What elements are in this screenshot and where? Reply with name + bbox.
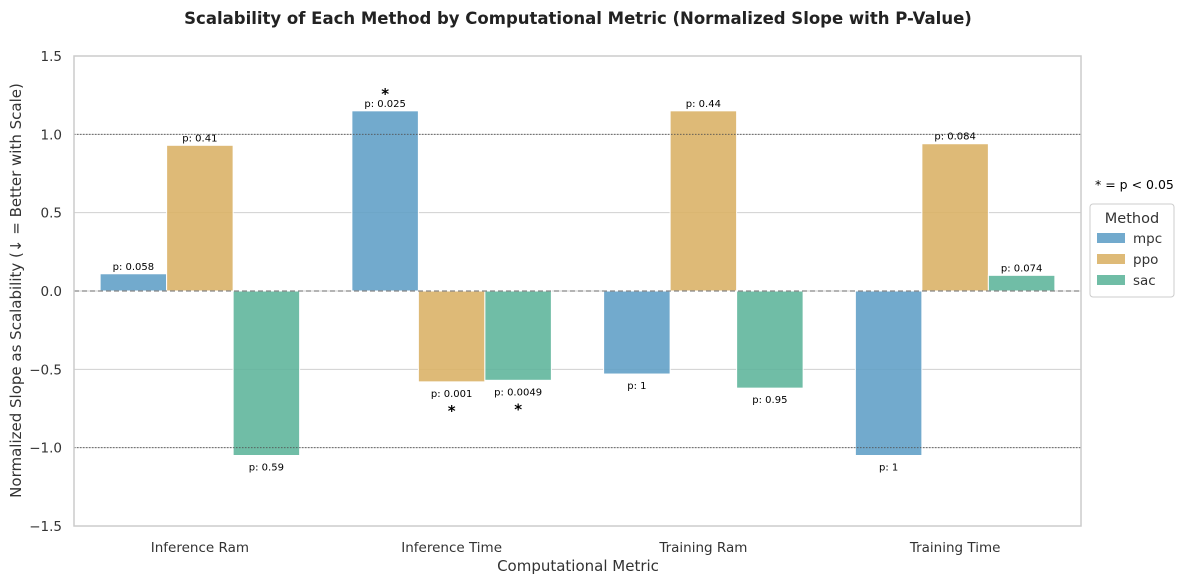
p-value-label: p: 0.074: [1001, 263, 1043, 274]
y-tick-label: −0.5: [29, 362, 62, 378]
bar-ppo: [417, 290, 486, 383]
legend-title: Method: [1105, 211, 1159, 227]
legend-frame: [1089, 203, 1175, 298]
bar-sac: [987, 274, 1056, 292]
legend-swatch-ppo: [1097, 254, 1125, 264]
y-tick-label: −1.5: [29, 519, 62, 535]
p-value-label: p: 0.025: [364, 99, 406, 110]
p-value-label: p: 0.001: [431, 389, 473, 400]
x-tick-label: Inference Ram: [151, 540, 249, 556]
p-value-label: p: 1: [879, 463, 898, 474]
x-tick-label: Training Ram: [658, 540, 747, 556]
legend-label-mpc: mpc: [1133, 231, 1162, 247]
y-tick-label: −1.0: [29, 441, 62, 457]
axes-layer: −1.5 −1.0 −0.5 0.0 0.5 1.0 1.5 Inference Ram Inf…: [29, 49, 1082, 556]
chart-title: Scalability of Each Method by Computatio…: [184, 9, 972, 28]
p-value-label: p: 1: [627, 381, 646, 392]
bar-sac: [484, 290, 552, 381]
legend-swatch-sac: [1097, 275, 1125, 285]
bar-sac: [232, 290, 301, 456]
significance-star: *: [448, 402, 456, 420]
bar-ppo: [166, 144, 234, 292]
p-value-label: p: 0.44: [686, 99, 721, 110]
legend-label-sac: sac: [1133, 273, 1156, 289]
x-tick-label: Training Time: [909, 540, 1001, 556]
p-value-label: p: 0.95: [752, 395, 787, 406]
bar-mpc: [603, 290, 671, 375]
y-tick-label: 0.0: [41, 284, 62, 300]
y-tick-label: 1.0: [41, 127, 62, 143]
y-tick-label: 0.5: [41, 206, 62, 222]
x-tick-label: Inference Time: [401, 540, 502, 556]
y-axis-label: Normalized Slope as Scalability (↓ = Bet…: [7, 83, 25, 498]
p-value-label: p: 0.59: [249, 463, 284, 474]
significance-note: * = p < 0.05: [1095, 177, 1174, 192]
legend: Method mpc ppo sac: [1089, 203, 1175, 298]
bar-mpc: [99, 273, 168, 292]
p-value-label: p: 0.084: [934, 132, 976, 143]
bars-layer: [99, 110, 1056, 456]
legend-items: mpc ppo sac: [1097, 231, 1162, 289]
bar-mpc: [854, 290, 923, 456]
bar-ppo: [921, 143, 989, 292]
p-value-label: p: 0.41: [182, 133, 217, 144]
bar-ppo: [669, 110, 738, 292]
p-value-label: p: 0.0049: [494, 387, 542, 398]
y-tick-label: 1.5: [41, 49, 62, 65]
x-axis-label: Computational Metric: [497, 557, 659, 575]
bar-mpc: [351, 110, 419, 292]
legend-label-ppo: ppo: [1133, 252, 1158, 268]
significance-star: *: [514, 400, 522, 418]
legend-swatch-mpc: [1097, 233, 1125, 243]
plot-frame: [73, 55, 1082, 527]
p-value-label: p: 0.058: [113, 262, 155, 273]
significance-star: *: [381, 85, 389, 103]
bar-sac: [736, 290, 804, 389]
